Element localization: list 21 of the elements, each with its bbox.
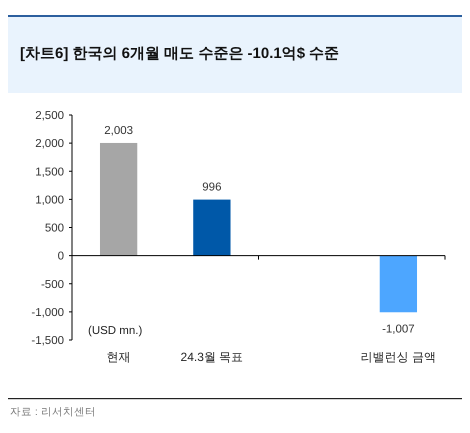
- data-label: 996: [202, 182, 222, 194]
- chart-title: [차트6] 한국의 6개월 매도 수준은 -10.1억$ 수준: [20, 45, 340, 62]
- bar: [100, 142, 138, 256]
- data-label: 2,003: [104, 124, 134, 137]
- y-tick-label: 0: [58, 250, 64, 263]
- y-tick-label: -1,500: [31, 335, 64, 347]
- x-tick-label: 리밸런싱 금액: [360, 350, 436, 364]
- bar: [193, 200, 231, 256]
- y-tick-label: 500: [44, 222, 64, 234]
- y-tick-label: 1,500: [35, 166, 64, 178]
- x-tick-label: 24.3월 목표: [180, 350, 244, 364]
- text: 자료 : 리서치센터: [10, 406, 96, 418]
- y-tick-label: 1,000: [35, 194, 64, 206]
- y-tick-label: 2,500: [35, 110, 64, 122]
- y-tick-label: -500: [40, 278, 64, 291]
- x-tick-label: 현재: [106, 350, 131, 364]
- y-tick-label: 2,000: [35, 138, 64, 150]
- data-label: -1,007: [382, 323, 415, 336]
- bar: [380, 256, 418, 312]
- annotation: (USD mn.): [88, 325, 142, 337]
- y-tick-label: -1,000: [31, 306, 64, 319]
